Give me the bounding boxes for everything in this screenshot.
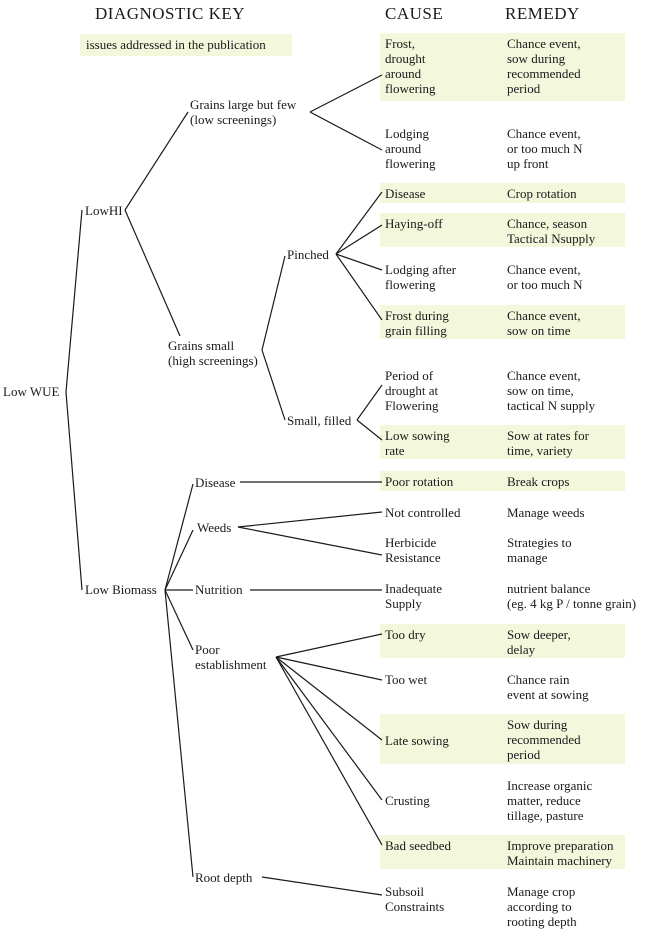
cause-text: Lodging around flowering <box>385 126 436 171</box>
remedy-text: Chance event, sow on time <box>507 308 581 338</box>
connector-line <box>275 633 383 658</box>
remedy-text: Crop rotation <box>507 186 577 201</box>
connector-line <box>309 74 383 113</box>
node-low-hi: LowHI <box>85 203 123 218</box>
connector-line <box>335 191 383 255</box>
cause-text: Too dry <box>385 627 426 642</box>
remedy-text: Chance event, or too much N <box>507 262 583 292</box>
cause-text: Too wet <box>385 672 428 687</box>
node-low-wue: Low WUE <box>3 384 60 399</box>
connector-line <box>335 253 383 321</box>
node-low-biomass: Low Biomass <box>85 582 157 597</box>
connector-line <box>275 656 383 846</box>
remedy-text: Sow deeper, delay <box>507 627 571 657</box>
cause-text: Low sowing rate <box>385 428 450 458</box>
addressed-highlight <box>380 213 625 247</box>
connector-line <box>261 349 286 421</box>
remedy-text: Increase organic matter, reduce tillage,… <box>507 778 593 823</box>
cause-text: Crusting <box>385 793 430 808</box>
remedy-text: Break crops <box>507 474 570 489</box>
connector-line <box>261 255 286 351</box>
connector-line <box>124 111 189 211</box>
connector-line <box>275 656 383 801</box>
remedy-text: nutrient balance (eg. 4 kg P / tonne gra… <box>507 581 637 611</box>
remedy-text: Sow at rates for time, variety <box>507 428 589 458</box>
cause-text: Late sowing <box>385 733 449 748</box>
addressed-highlight <box>380 425 625 459</box>
remedy-text: Chance event, or too much N up front <box>507 126 583 171</box>
connector-line <box>164 589 194 651</box>
connector-line <box>335 224 383 255</box>
node-weeds: Weeds <box>197 520 232 535</box>
cause-text: Period of drought at Flowering <box>385 368 439 413</box>
connector-line <box>309 111 383 151</box>
cause-text: Disease <box>385 186 426 201</box>
cause-text: Inadequate Supply <box>385 581 443 611</box>
connector-line <box>164 529 194 591</box>
node-nutrition: Nutrition <box>195 582 243 597</box>
cause-text: Herbicide Resistance <box>385 535 441 565</box>
remedy-text: Chance rain event at sowing <box>507 672 589 702</box>
cause-text: Not controlled <box>385 505 461 520</box>
remedy-text: Chance event, sow during recommended per… <box>507 36 581 96</box>
cause-text: Frost, drought around flowering <box>385 36 436 96</box>
node-grains-large: Grains large but few (low screenings) <box>190 97 297 127</box>
connector-line <box>237 511 383 528</box>
addressed-highlight <box>380 714 625 764</box>
remedy-text: Sow during recommended period <box>507 717 581 762</box>
cause-text: Bad seedbed <box>385 838 452 853</box>
connector-line <box>261 876 383 896</box>
connector-line <box>237 526 383 556</box>
connector-line <box>65 391 83 591</box>
cause-text: Poor rotation <box>385 474 454 489</box>
connector-line <box>356 419 383 441</box>
addressed-highlight <box>380 835 625 869</box>
header-diagnostic-key: DIAGNOSTIC KEY <box>95 4 246 23</box>
node-grains-small: Grains small (high screenings) <box>168 338 258 368</box>
node-root-depth: Root depth <box>195 870 253 885</box>
remedy-text: Improve preparation Maintain machinery <box>507 838 614 868</box>
legend-addressed-issues: issues addressed in the publication <box>80 34 292 56</box>
connector-line <box>275 656 383 681</box>
cause-text: Subsoil Constraints <box>385 884 445 914</box>
addressed-highlight <box>380 183 625 203</box>
remedy-text: Strategies to manage <box>507 535 572 565</box>
addressed-highlight <box>380 471 625 491</box>
addressed-highlight <box>380 33 625 101</box>
connector-line <box>335 253 383 271</box>
header-remedy: REMEDY <box>505 4 580 23</box>
cause-text: Lodging after flowering <box>385 262 457 292</box>
remedy-text: Manage crop according to rooting depth <box>507 884 577 929</box>
connector-line <box>164 589 194 878</box>
connector-line <box>164 483 194 591</box>
node-disease: Disease <box>195 475 236 490</box>
node-poor-establishment: Poor establishment <box>195 642 267 672</box>
addressed-highlight <box>380 305 625 339</box>
connector-line <box>124 209 181 337</box>
remedy-text: Manage weeds <box>507 505 585 520</box>
node-small-filled: Small, filled <box>287 413 352 428</box>
remedy-text: Chance, season Tactical Nsupply <box>507 216 596 246</box>
cause-text: Frost during grain filling <box>385 308 449 338</box>
node-pinched: Pinched <box>287 247 329 262</box>
connector-line <box>65 209 83 393</box>
connector-line <box>275 656 383 741</box>
header-cause: CAUSE <box>385 4 444 23</box>
cause-text: Haying-off <box>385 216 443 231</box>
connector-line <box>356 384 383 421</box>
addressed-highlight <box>380 624 625 658</box>
remedy-text: Chance event, sow on time, tactical N su… <box>507 368 596 413</box>
